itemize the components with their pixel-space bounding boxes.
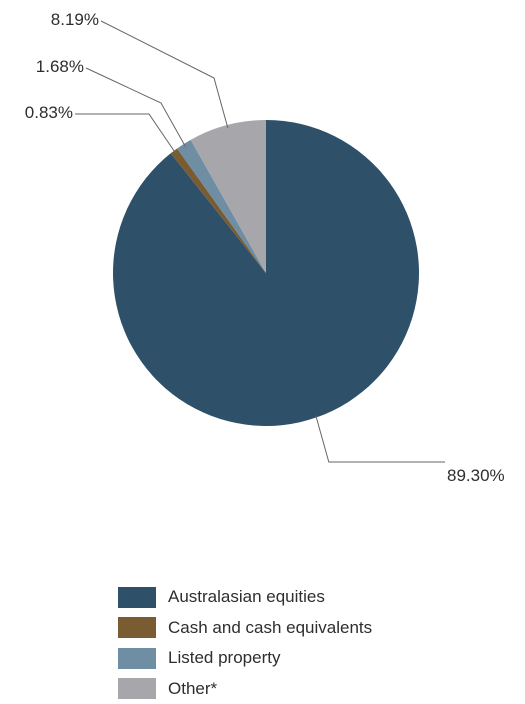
legend-label: Other* xyxy=(168,679,217,699)
leader-line xyxy=(75,114,176,153)
legend-item-other: Other* xyxy=(118,674,518,704)
leader-line xyxy=(86,68,185,147)
legend-label: Cash and cash equivalents xyxy=(168,618,372,638)
pie-slices xyxy=(113,120,419,426)
leader-line xyxy=(316,416,445,462)
data-label: 1.68% xyxy=(36,57,84,76)
legend-swatch xyxy=(118,587,156,608)
leader-line xyxy=(101,21,228,128)
legend-label: Australasian equities xyxy=(168,587,325,607)
legend-swatch xyxy=(118,617,156,638)
legend-label: Listed property xyxy=(168,648,280,668)
legend-item-australasian-equities: Australasian equities xyxy=(118,582,518,613)
legend-item-listed-property: Listed property xyxy=(118,643,518,674)
legend: Australasian equities Cash and cash equi… xyxy=(118,582,518,704)
data-label: 0.83% xyxy=(25,103,73,122)
legend-item-cash: Cash and cash equivalents xyxy=(118,613,518,644)
legend-swatch xyxy=(118,678,156,699)
data-label: 8.19% xyxy=(51,10,99,29)
data-label: 89.30% xyxy=(447,466,505,485)
pie-chart: 89.30% 0.83% 1.68% 8.19% xyxy=(0,0,525,560)
legend-swatch xyxy=(118,648,156,669)
